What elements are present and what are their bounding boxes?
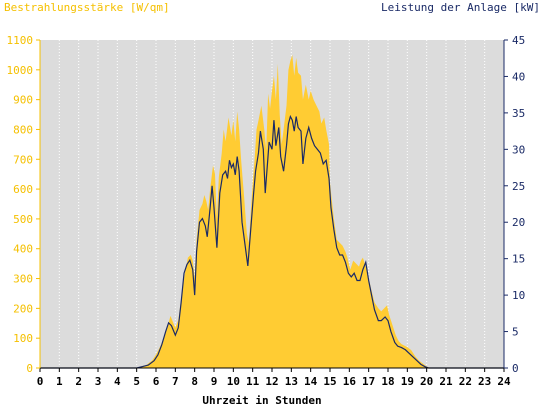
left-tick-label: 800 <box>13 123 33 136</box>
right-tick-label: 40 <box>512 70 525 83</box>
right-tick-label: 30 <box>512 143 525 156</box>
x-tick-label: 0 <box>37 375 44 388</box>
x-tick-label: 22 <box>459 375 472 388</box>
x-tick-label: 24 <box>497 375 511 388</box>
right-axis-title: Leistung der Anlage [kW] <box>381 1 540 14</box>
x-tick-label: 8 <box>191 375 198 388</box>
left-tick-label: 300 <box>13 273 33 286</box>
x-tick-label: 16 <box>343 375 357 388</box>
x-tick-label: 12 <box>265 375 278 388</box>
x-tick-label: 5 <box>133 375 140 388</box>
x-tick-label: 20 <box>420 375 433 388</box>
tick-labels: 0 1 2 3 4 5 6 7 8 9 10 11 12 13 14 15 16 17 18 19 20 21 22 23 24… <box>7 34 526 388</box>
axes <box>36 39 508 372</box>
x-tick-label: 13 <box>285 375 298 388</box>
x-tick-label: 10 <box>227 375 240 388</box>
x-tick-label: 7 <box>172 375 179 388</box>
right-tick-label: 25 <box>512 180 525 193</box>
right-tick-label: 35 <box>512 107 525 120</box>
x-tick-label: 4 <box>114 375 121 388</box>
left-tick-label: 700 <box>13 153 33 166</box>
left-axis-title: Bestrahlungsstärke [W/qm] <box>4 1 170 14</box>
left-tick-label: 500 <box>13 213 33 226</box>
x-tick-label: 2 <box>75 375 82 388</box>
x-tick-label: 17 <box>362 375 375 388</box>
x-tick-label: 3 <box>95 375 102 388</box>
x-tick-label: 19 <box>401 375 414 388</box>
x-tick-label: 11 <box>246 375 260 388</box>
left-tick-label: 200 <box>13 302 33 315</box>
x-tick-label: 15 <box>323 375 336 388</box>
x-tick-label: 14 <box>304 375 318 388</box>
right-tick-label: 10 <box>512 289 525 302</box>
power-line <box>40 114 504 369</box>
x-tick-label: 18 <box>381 375 394 388</box>
x-axis-title: Uhrzeit in Stunden <box>202 394 321 407</box>
x-tick-label: 6 <box>153 375 160 388</box>
right-tick-label: 45 <box>512 34 525 47</box>
x-tick-label: 23 <box>478 375 491 388</box>
right-tick-label: 20 <box>512 216 525 229</box>
right-tick-label: 0 <box>512 362 519 375</box>
left-tick-label: 400 <box>13 243 33 256</box>
x-tick-label: 21 <box>439 375 453 388</box>
left-tick-label: 1100 <box>7 34 34 47</box>
left-tick-label: 900 <box>13 94 33 107</box>
left-tick-label: 100 <box>13 332 33 345</box>
left-tick-label: 0 <box>26 362 33 375</box>
left-tick-label: 1000 <box>7 64 34 77</box>
left-tick-label: 600 <box>13 183 33 196</box>
x-tick-label: 1 <box>56 375 63 388</box>
right-tick-label: 15 <box>512 253 525 266</box>
irradiance-area <box>40 54 504 368</box>
right-tick-label: 5 <box>512 326 519 339</box>
x-tick-label: 9 <box>211 375 218 388</box>
